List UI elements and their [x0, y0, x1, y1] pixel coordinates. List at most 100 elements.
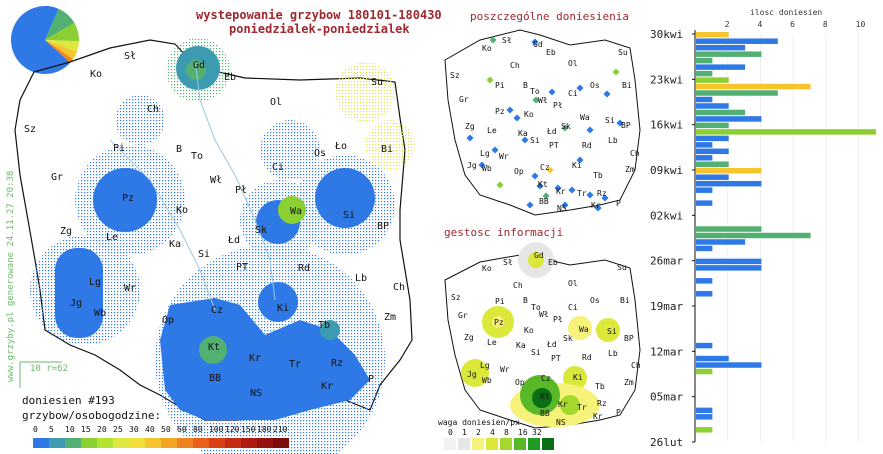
city-label: Gd — [193, 60, 205, 71]
density-tick: 32 — [532, 428, 542, 437]
city-label: Sk — [561, 122, 571, 131]
bar — [696, 407, 713, 414]
report-marker — [466, 134, 474, 142]
legend-tick: 0 — [33, 425, 38, 434]
bar — [696, 70, 713, 77]
legend-swatch — [209, 438, 225, 448]
city-label: Lg — [89, 277, 101, 288]
report-marker — [496, 181, 504, 189]
city-label: Op — [515, 378, 525, 387]
halo — [260, 120, 320, 180]
report-marker — [554, 184, 562, 192]
legend-tick: 60 — [177, 425, 187, 434]
bar — [696, 232, 811, 239]
grid-label: 10 r=62 — [30, 364, 68, 374]
report-marker — [486, 76, 494, 84]
city-label: Wr — [500, 365, 510, 374]
report-marker — [548, 88, 556, 96]
city-label: BB — [539, 197, 549, 206]
bar — [696, 51, 762, 57]
bar — [696, 174, 729, 180]
bar — [696, 142, 713, 148]
city-label: Si — [605, 116, 615, 125]
density-blob — [532, 388, 552, 408]
city-labels: Sł Gd Eb Su Ko Ol Ch Sz Pi B To Ło Bi Os Ci Wł Gr Pł Pz Ko W… — [24, 51, 405, 399]
city-label: BP — [621, 121, 631, 130]
city-label: Wb — [482, 164, 492, 173]
city-label: Pi — [113, 143, 125, 154]
city-label: Ol — [568, 279, 578, 288]
bar — [696, 278, 713, 284]
city-label: Wb — [482, 376, 492, 385]
city-label: Wa — [580, 113, 590, 122]
reports-bar-chart: ilosc doniesien 2 4 6 8 10 30kwi 23kwi 16kwi 09kw… — [650, 8, 876, 449]
city-label: Zg — [464, 333, 474, 342]
city-label: Lg — [480, 149, 490, 158]
density-tick: 16 — [518, 428, 528, 437]
city-label: Bi — [381, 144, 393, 155]
legend-tick: 120 — [225, 425, 240, 434]
report-marker — [513, 114, 521, 122]
city-label: Si — [607, 327, 617, 336]
x-tick-label: 8 — [823, 20, 828, 29]
bar — [696, 362, 762, 368]
city-label: Wł — [210, 175, 222, 186]
city-label: Sz — [451, 293, 461, 302]
report-marker — [531, 38, 539, 46]
city-label: Sk — [255, 225, 267, 236]
bar — [696, 265, 762, 271]
city-label: NS — [557, 204, 567, 213]
density-map[interactable]: Sł Gd Eb Ko Su Ch Ol Sz Pi BTo Os Bi Ci Wł Pł Gr Pz Ko Wa S… — [440, 230, 650, 430]
city-label: Pł — [553, 101, 563, 110]
city-label: Pi — [495, 297, 505, 306]
legend-tick: 50 — [161, 425, 171, 434]
legend-swatches — [33, 438, 293, 448]
density-tick: 1 — [462, 428, 467, 437]
x-tick-label: 6 — [790, 20, 795, 29]
report-marker — [594, 204, 602, 212]
city-label: Pz — [495, 107, 505, 116]
report-marker — [612, 68, 620, 76]
legend-tick: 30 — [129, 425, 139, 434]
main-map[interactable]: Sł Gd Eb Su Ko Ol Ch Sz Pi B To Ło Bi Os Ci Wł Gr Pł Pz Ko W… — [0, 0, 440, 454]
city-label: Os — [590, 296, 600, 305]
city-label: Le — [487, 338, 497, 347]
city-label: Ko — [482, 264, 492, 273]
bar — [696, 368, 713, 375]
pie-slice — [45, 22, 79, 42]
bar — [696, 90, 778, 96]
city-label: Wa — [579, 325, 589, 334]
bottom-map-title: gestosc informacji — [444, 226, 564, 239]
river — [194, 59, 276, 301]
blob — [320, 320, 340, 340]
density-swatch — [472, 438, 484, 450]
bar — [696, 226, 762, 232]
city-label: Ch — [393, 282, 405, 293]
legend-tick: 10 — [65, 425, 75, 434]
city-label: Ki — [277, 303, 289, 314]
report-marker — [536, 182, 544, 190]
report-marker — [586, 191, 594, 199]
city-label: Rz — [597, 189, 607, 198]
pie-slice — [45, 40, 73, 63]
city-label: Sk — [563, 334, 573, 343]
legend-ticks: 0 5 10 15 20 25 30 40 50 60 80 100 120 150 180 210 — [33, 425, 293, 435]
report-marker — [532, 96, 540, 104]
blob — [55, 248, 103, 338]
city-label: Wb — [94, 308, 106, 319]
city-label: Su — [618, 48, 628, 57]
legend-tick: 20 — [97, 425, 107, 434]
city-label: Lb — [608, 349, 618, 358]
legend-swatch — [161, 438, 177, 448]
bar — [696, 64, 746, 70]
report-marker — [526, 201, 534, 209]
city-label: Ko — [176, 205, 188, 216]
city-label: Ol — [270, 97, 282, 108]
city-label: Sł — [124, 51, 136, 62]
bar — [696, 291, 713, 297]
city-label: NS — [250, 388, 262, 399]
y-tick-label: 05mar — [650, 391, 683, 404]
report-marker — [576, 84, 584, 92]
city-label: Ka — [518, 129, 528, 138]
